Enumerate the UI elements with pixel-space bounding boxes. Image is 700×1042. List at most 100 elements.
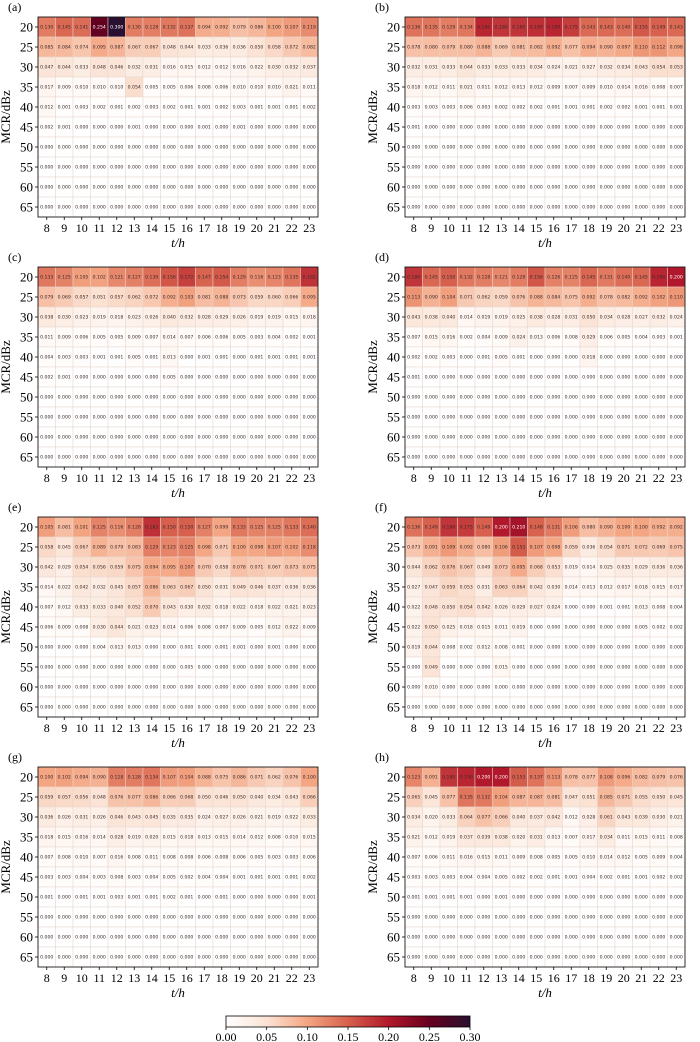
y-tick-label: 25 — [20, 40, 33, 55]
cell-value-label: 0.001 — [670, 105, 683, 111]
cell-value-label: 0.020 — [512, 835, 525, 841]
cell-value-label: 0.137 — [530, 775, 543, 781]
cell-value-label: 0.000 — [285, 165, 298, 171]
cell-value-label: 0.000 — [670, 375, 683, 381]
y-tick-label: 55 — [20, 660, 33, 675]
cell-value-label: 0.000 — [600, 125, 613, 131]
cell-value-label: 0.175 — [460, 525, 473, 531]
cell-value-label: 0.000 — [512, 455, 525, 461]
cell-value-label: 0.000 — [565, 205, 578, 211]
y-tick-label: 55 — [387, 910, 400, 925]
cell-value-label: 0.000 — [198, 645, 211, 651]
colorbar-tick-label: 0.10 — [297, 1030, 318, 1042]
cell-value-label: 0.000 — [652, 395, 665, 401]
cell-value-label: 0.105 — [40, 525, 53, 531]
cell-value-label: 0.012 — [198, 65, 211, 71]
cell-value-label: 0.003 — [58, 355, 71, 361]
cell-value-label: 0.001 — [582, 105, 595, 111]
cell-value-label: 0.013 — [582, 585, 595, 591]
cell-value-label: 0.001 — [215, 355, 228, 361]
cell-value-label: 0.082 — [303, 45, 316, 51]
cell-value-label: 0.014 — [233, 835, 246, 841]
cell-value-label: 0.102 — [58, 775, 71, 781]
cell-value-label: 0.032 — [652, 315, 665, 321]
x-tick-label: 17 — [565, 221, 577, 235]
cell-value-label: 0.036 — [40, 815, 53, 821]
cell-value-label: 0.000 — [670, 415, 683, 421]
cell-value-label: 0.014 — [600, 855, 613, 861]
cell-value-label: 0.034 — [407, 815, 420, 821]
cell-value-label: 0.026 — [495, 605, 508, 611]
cell-value-label: 0.000 — [547, 375, 560, 381]
cell-value-label: 0.000 — [180, 915, 193, 921]
cell-value-label: 0.000 — [303, 935, 316, 941]
cell-value-label: 0.000 — [233, 455, 246, 461]
cell-value-label: 0.000 — [652, 665, 665, 671]
cell-value-label: 0.000 — [530, 895, 543, 901]
cell-value-label: 0.000 — [670, 915, 683, 921]
cell-value-label: 0.049 — [425, 665, 438, 671]
cell-value-label: 0.013 — [110, 645, 123, 651]
cell-value-label: 0.000 — [268, 685, 281, 691]
cell-value-label: 0.001 — [442, 895, 455, 901]
cell-value-label: 0.019 — [442, 835, 455, 841]
x-tick-label: 12 — [478, 471, 490, 485]
cell-value-label: 0.051 — [582, 795, 595, 801]
cell-value-label: 0.000 — [442, 665, 455, 671]
x-axis-label: t/h — [538, 985, 552, 1000]
cell-value-label: 0.024 — [198, 815, 211, 821]
x-tick-label: 19 — [600, 471, 612, 485]
cell-value-label: 0.126 — [547, 275, 560, 281]
cell-value-label: 0.000 — [670, 395, 683, 401]
cell-value-label: 0.001 — [407, 375, 420, 381]
x-tick-label: 16 — [548, 721, 560, 735]
cell-value-label: 0.067 — [180, 585, 193, 591]
cell-value-label: 0.001 — [303, 895, 316, 901]
cell-value-label: 0.016 — [75, 835, 88, 841]
y-tick-label: 50 — [387, 390, 400, 405]
cell-value-label: 0.000 — [530, 955, 543, 961]
cell-value-label: 0.043 — [128, 815, 141, 821]
cell-value-label: 0.001 — [303, 355, 316, 361]
cell-value-label: 0.000 — [477, 165, 490, 171]
cell-value-label: 0.000 — [250, 125, 263, 131]
cell-value-label: 0.110 — [635, 45, 648, 51]
y-tick-label: 45 — [387, 870, 400, 885]
cell-value-label: 0.008 — [530, 855, 543, 861]
y-tick-label: 20 — [387, 520, 400, 535]
cell-value-label: 0.043 — [407, 315, 420, 321]
cell-value-label: 0.079 — [110, 545, 123, 551]
cell-value-label: 0.008 — [128, 855, 141, 861]
cell-value-label: 0.015 — [58, 835, 71, 841]
cell-value-label: 0.076 — [285, 775, 298, 781]
cell-value-label: 0.000 — [145, 435, 158, 441]
y-tick-label: 25 — [387, 40, 400, 55]
x-tick-label: 8 — [411, 971, 417, 985]
cell-value-label: 0.000 — [303, 915, 316, 921]
cell-value-label: 0.000 — [128, 395, 141, 401]
cell-value-label: 0.135 — [285, 275, 298, 281]
cell-value-label: 0.000 — [652, 125, 665, 131]
x-tick-label: 22 — [653, 721, 665, 735]
cell-value-label: 0.006 — [215, 85, 228, 91]
x-tick-label: 23 — [303, 471, 315, 485]
cell-value-label: 0.000 — [635, 355, 648, 361]
cell-value-label: 0.000 — [512, 665, 525, 671]
cell-value-label: 0.000 — [442, 165, 455, 171]
cell-value-label: 0.000 — [285, 455, 298, 461]
cell-value-label: 0.000 — [617, 185, 630, 191]
cell-value-label: 0.071 — [250, 565, 263, 571]
cell-value-label: 0.007 — [670, 85, 683, 91]
cell-value-label: 0.019 — [268, 315, 281, 321]
cell-value-label: 0.000 — [215, 415, 228, 421]
x-tick-label: 23 — [303, 971, 315, 985]
cell-value-label: 0.000 — [670, 435, 683, 441]
cell-value-label: 0.000 — [565, 125, 578, 131]
cell-value-label: 0.000 — [407, 435, 420, 441]
cell-value-label: 0.106 — [565, 525, 578, 531]
cell-value-label: 0.000 — [460, 665, 473, 671]
cell-value-label: 0.080 — [460, 45, 473, 51]
cell-value-label: 0.050 — [652, 795, 665, 801]
cell-value-label: 0.105 — [75, 275, 88, 281]
cell-value-label: 0.022 — [407, 605, 420, 611]
